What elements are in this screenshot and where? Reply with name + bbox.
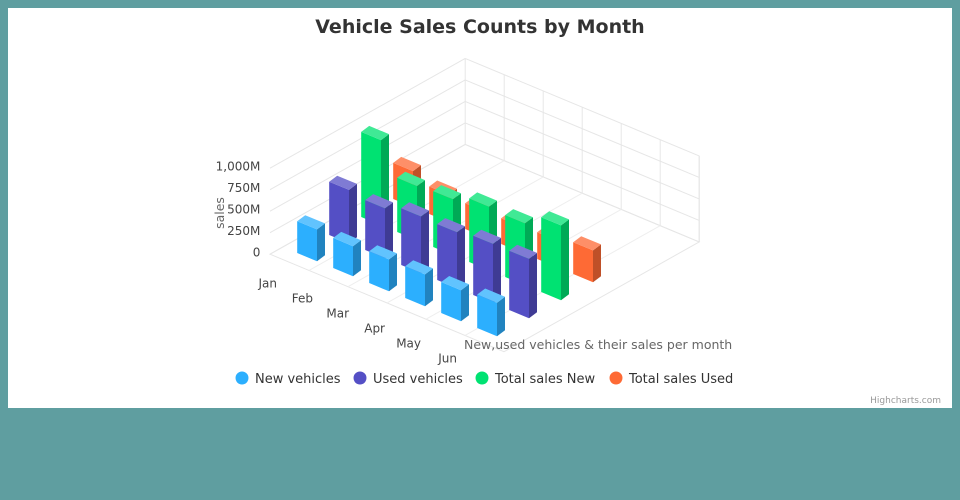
bar-used-vehicles-may[interactable]: [473, 229, 501, 304]
bar-top-face: [333, 231, 361, 247]
bar-top-face: [473, 229, 501, 244]
bar-top-face: [329, 175, 357, 190]
side-wall-gridline: [269, 57, 466, 169]
x-tick-label-jan: Jan: [258, 277, 278, 291]
bar-front-face: [333, 237, 353, 277]
bar-top-face: [509, 244, 537, 259]
x-tick-label-feb: Feb: [292, 292, 313, 306]
y-tick-label: 1,000M: [216, 160, 261, 174]
bar-new-vehicles-jan[interactable]: [297, 215, 325, 262]
bar-side-face: [461, 284, 469, 322]
bar-top-face: [541, 211, 569, 226]
legend-item-used-vehicles[interactable]: Used vehicles: [353, 371, 463, 388]
bar-new-vehicles-apr[interactable]: [405, 260, 433, 307]
bar-side-face: [457, 226, 465, 289]
bars-layer: [297, 125, 601, 337]
bar-front-face: [541, 217, 561, 301]
legend-label: Used vehicles: [373, 372, 463, 387]
bar-top-face: [365, 194, 393, 209]
legend-item-total-sales-used[interactable]: Total sales Used: [609, 371, 734, 388]
x-axis-title: New,used vehicles & their sales per mont…: [464, 337, 732, 352]
bar-front-face: [437, 224, 457, 289]
bar-used-vehicles-apr[interactable]: [437, 218, 465, 289]
bar-top-face: [405, 260, 433, 275]
bar-top-face: [361, 125, 389, 141]
x-tick-label-apr: Apr: [364, 322, 385, 336]
bar-front-face: [509, 250, 529, 319]
bar-front-face: [369, 251, 389, 292]
bar-total-sales-new-jun[interactable]: [541, 211, 569, 301]
legend-label: Total sales Used: [628, 372, 733, 387]
bar-top-face: [441, 276, 469, 291]
bar-top-face: [573, 236, 601, 251]
legend-marker: [353, 371, 367, 385]
bar-front-face: [477, 294, 497, 337]
y-tick-label: 250M: [227, 224, 260, 238]
bar-side-face: [389, 253, 397, 292]
y-axis-title: sales: [212, 197, 227, 229]
x-tick-label-mar: Mar: [326, 307, 349, 321]
bar-new-vehicles-may[interactable]: [441, 276, 469, 322]
bar-top-face: [469, 192, 497, 207]
bar-total-sales-used-jun[interactable]: [573, 236, 601, 283]
bar-side-face: [425, 268, 433, 307]
x-tick-label-may: May: [396, 337, 421, 351]
legend-marker: [475, 371, 489, 385]
bar-used-vehicles-feb[interactable]: [365, 194, 393, 259]
legend-item-total-sales-new[interactable]: Total sales New: [475, 371, 596, 388]
bar-front-face: [573, 242, 593, 283]
bar-side-face: [317, 223, 325, 262]
bar-new-vehicles-jun[interactable]: [477, 288, 505, 337]
bar-front-face: [401, 208, 421, 274]
legend-item-new-vehicles[interactable]: New vehicles: [235, 371, 341, 388]
bar-front-face: [329, 181, 349, 244]
bar-top-face: [369, 245, 397, 260]
bar-side-face: [349, 183, 357, 244]
credits-link[interactable]: Highcharts.com: [870, 396, 941, 406]
bar-side-face: [421, 210, 429, 274]
bar-side-face: [561, 219, 569, 301]
legend-marker: [609, 371, 623, 385]
legend-label: New vehicles: [255, 372, 341, 387]
bar-top-face: [393, 156, 421, 172]
y-tick-label: 750M: [227, 181, 260, 195]
chart-title: Vehicle Sales Counts by Month: [315, 16, 644, 38]
bar-side-face: [593, 244, 601, 283]
bar-side-face: [497, 296, 505, 337]
bar-side-face: [385, 202, 393, 259]
bar-front-face: [405, 266, 425, 307]
bar-top-face: [433, 185, 461, 200]
bar-front-face: [473, 235, 493, 304]
bar-side-face: [493, 237, 501, 304]
bar-side-face: [529, 252, 537, 319]
bar-new-vehicles-feb[interactable]: [333, 231, 361, 277]
chart-svg: Vehicle Sales Counts by Month 0 250M 500M 7…: [212, 16, 941, 406]
legend: New vehicles Used vehicles Total sales New…: [235, 371, 734, 388]
bar-top-face: [401, 202, 429, 217]
bar-front-face: [297, 221, 317, 262]
x-tick-label-jun: Jun: [437, 352, 457, 366]
bar-used-vehicles-mar[interactable]: [401, 202, 429, 274]
labels-layer: 0 250M 500M 750M 1,000M Jan Feb Mar Apr May Jun: [216, 160, 457, 366]
bar-new-vehicles-mar[interactable]: [369, 245, 397, 292]
bar-top-face: [437, 218, 465, 233]
legend-marker: [235, 371, 249, 385]
chart-card: Vehicle Sales Counts by Month 0 250M 500M 7…: [8, 8, 952, 408]
bar-used-vehicles-jan[interactable]: [329, 175, 357, 244]
bar-used-vehicles-jun[interactable]: [509, 244, 537, 319]
bar-top-face: [397, 171, 425, 187]
y-tick-label: 500M: [227, 203, 260, 217]
bar-front-face: [441, 282, 461, 322]
bar-top-face: [297, 215, 325, 230]
bar-side-face: [353, 240, 361, 277]
bar-front-face: [365, 200, 385, 259]
y-tick-label: 0: [253, 246, 261, 260]
bar-top-face: [505, 209, 533, 224]
legend-label: Total sales New: [494, 372, 595, 387]
bar-top-face: [477, 288, 505, 303]
